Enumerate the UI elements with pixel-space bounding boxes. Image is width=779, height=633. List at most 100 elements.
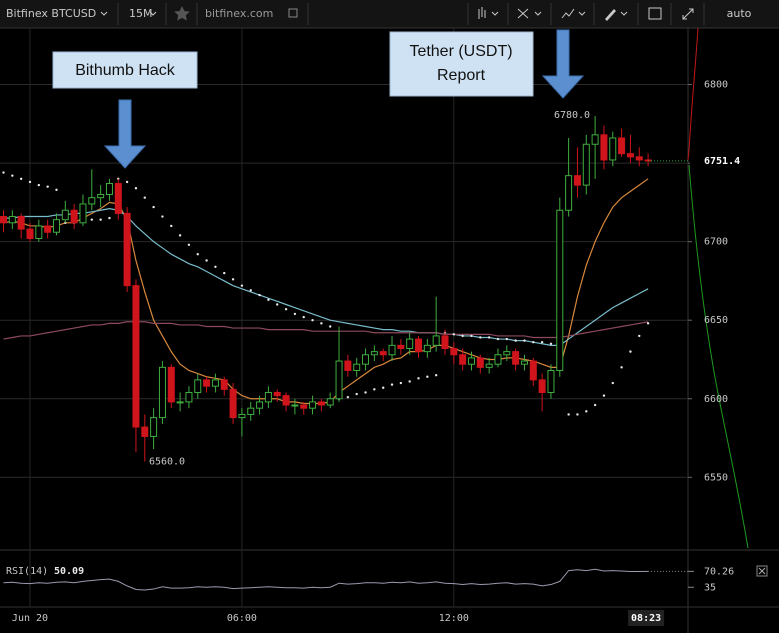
candle-body bbox=[573, 175, 581, 186]
sar-dot bbox=[381, 386, 385, 389]
bar-style-button[interactable] bbox=[478, 7, 499, 19]
annotation-text: Bithumb Hack bbox=[75, 62, 176, 79]
candle-body bbox=[35, 225, 43, 240]
caret bbox=[620, 11, 628, 16]
toolbar: Bitfinex BTCUSD 15M bitfinex.com bbox=[0, 0, 779, 29]
candle-body bbox=[44, 225, 52, 233]
sar-dot bbox=[55, 188, 58, 192]
sar-dot bbox=[585, 410, 588, 413]
sar-dot bbox=[205, 259, 208, 262]
candle-body bbox=[0, 216, 7, 224]
annotation-text: Tether (USDT) bbox=[409, 43, 512, 60]
sar-dot bbox=[125, 180, 129, 184]
candle-body bbox=[582, 143, 590, 186]
plot bbox=[0, 115, 688, 462]
y-tick-label: 6700 bbox=[704, 237, 728, 248]
y-tick-label: 6600 bbox=[704, 394, 728, 405]
annotation-arrow bbox=[103, 99, 147, 169]
sar-dot bbox=[470, 334, 473, 338]
candle-body bbox=[220, 379, 228, 390]
candle-body bbox=[238, 413, 246, 419]
sar-dot bbox=[390, 383, 394, 386]
scale-mode[interactable]: auto bbox=[727, 7, 752, 20]
rsi-name: RSI(14) bbox=[6, 566, 48, 577]
sar-dot bbox=[479, 336, 482, 339]
source-icon[interactable] bbox=[288, 8, 298, 18]
screenshot-button[interactable] bbox=[648, 7, 662, 20]
caret bbox=[100, 11, 108, 16]
sar-dot bbox=[399, 381, 403, 385]
sar-dot bbox=[576, 413, 579, 416]
candle-body bbox=[123, 212, 131, 287]
favorite-icon[interactable] bbox=[174, 6, 190, 21]
candle-body bbox=[476, 357, 484, 368]
sar-dot bbox=[223, 271, 226, 275]
sar-dot bbox=[302, 315, 305, 319]
sar-dot bbox=[593, 403, 597, 407]
sar-dot bbox=[134, 187, 138, 190]
close-pane-button[interactable] bbox=[756, 565, 768, 577]
sar-dot bbox=[152, 205, 155, 209]
caret bbox=[149, 11, 157, 16]
y-tick-label: 6650 bbox=[704, 315, 728, 326]
sar-dot bbox=[452, 333, 456, 336]
compare-button[interactable] bbox=[561, 8, 586, 19]
sar-dot bbox=[293, 312, 297, 316]
icon bbox=[561, 8, 575, 19]
interval: 15M bbox=[129, 7, 153, 20]
candle-body bbox=[150, 417, 158, 437]
annotation-text: Report bbox=[437, 67, 486, 84]
sar-dot bbox=[505, 337, 509, 341]
fullscreen-button[interactable] bbox=[682, 8, 694, 20]
indicators-button[interactable] bbox=[517, 8, 542, 19]
candle-body bbox=[300, 404, 308, 409]
sar-dot bbox=[187, 243, 191, 246]
sar-dot bbox=[284, 308, 288, 311]
candle-body bbox=[503, 351, 511, 356]
candle-body bbox=[635, 156, 643, 161]
ma-line bbox=[3, 208, 649, 346]
candle-body bbox=[141, 426, 149, 437]
drawing-button[interactable] bbox=[605, 9, 628, 21]
sar-dot bbox=[611, 381, 614, 385]
candle-body bbox=[353, 363, 361, 371]
interval-button[interactable]: 15M bbox=[129, 7, 157, 20]
rsi-value: 50.09 bbox=[54, 566, 84, 577]
last-price-box bbox=[690, 152, 760, 169]
candle-body bbox=[114, 183, 122, 214]
candle-body bbox=[52, 219, 60, 233]
annotation-tether: Tether (USDT) Report bbox=[389, 29, 585, 99]
sar-dot bbox=[320, 322, 323, 325]
candle-body bbox=[388, 344, 396, 356]
sar-dot bbox=[37, 183, 41, 187]
candle-body bbox=[397, 344, 405, 349]
candle-body bbox=[626, 153, 634, 158]
candle-body bbox=[291, 404, 299, 407]
candle-body bbox=[547, 369, 555, 393]
candle-body bbox=[520, 360, 528, 365]
candle-body bbox=[415, 338, 423, 353]
sar-dot bbox=[540, 340, 544, 344]
close-icon bbox=[758, 567, 766, 575]
sar-dot bbox=[408, 380, 411, 383]
candle-body bbox=[264, 391, 272, 403]
candle-body bbox=[61, 209, 69, 221]
sar-dot bbox=[364, 391, 367, 394]
sar-dot bbox=[417, 377, 420, 380]
sar-dot bbox=[267, 298, 270, 301]
icon bbox=[517, 8, 529, 19]
ma-line bbox=[3, 178, 649, 405]
candle-body bbox=[185, 391, 193, 403]
x-tick-label: 12:00 bbox=[439, 613, 469, 624]
candle-body bbox=[556, 209, 564, 371]
sar-dot bbox=[329, 325, 332, 328]
y-tick-label: 6800 bbox=[704, 80, 728, 91]
candle-body bbox=[494, 354, 502, 365]
max-marker-label: 6780.0 bbox=[554, 110, 590, 121]
symbol-button[interactable]: Bitfinex BTCUSD bbox=[6, 7, 108, 20]
candle-body bbox=[97, 194, 105, 199]
sar-dot bbox=[373, 388, 376, 391]
sar-dot bbox=[240, 284, 244, 287]
sar-dot bbox=[258, 293, 261, 297]
candle-body bbox=[282, 395, 290, 406]
